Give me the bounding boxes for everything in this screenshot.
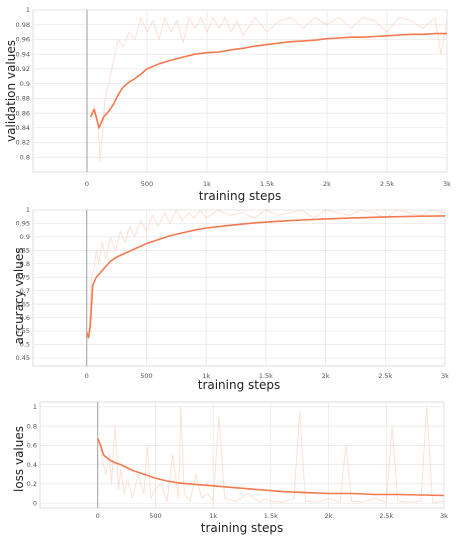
x-tick-label: 1k xyxy=(202,372,210,380)
x-tick-label: 500 xyxy=(140,372,152,380)
y-tick-label: 0.7 xyxy=(20,287,30,295)
y-tick-label: 0.82 xyxy=(16,139,30,147)
y-tick-label: 0.2 xyxy=(27,480,37,488)
raw-series-line xyxy=(90,16,448,162)
x-tick-label: 1.5k xyxy=(264,512,278,520)
x-tick-label: 2k xyxy=(322,372,330,380)
y-tick-label: 1 xyxy=(33,403,37,411)
x-tick-label: 2.5k xyxy=(380,180,394,188)
x-tick-label: 500 xyxy=(149,512,161,520)
x-axis-title: training steps xyxy=(198,378,281,392)
x-tick-label: 1k xyxy=(203,180,211,188)
y-tick-label: 0.94 xyxy=(16,50,30,58)
x-axis-title: training steps xyxy=(201,521,284,535)
y-tick-label: 0.6 xyxy=(20,314,30,322)
y-tick-label: 0.88 xyxy=(16,95,30,103)
y-tick-label: 0.9 xyxy=(20,80,30,88)
x-tick-label: 3k xyxy=(443,180,451,188)
chart-1: 0.8 0.82 0.84 0.86 0.88 0.9 0.92 0.94 0.96 0.98 1 0… xyxy=(4,6,451,203)
x-tick-label: 0 xyxy=(96,512,100,520)
y-tick-label: 0.98 xyxy=(16,21,30,29)
y-tick-label: 0.8 xyxy=(27,422,37,430)
plot-frame xyxy=(32,9,448,173)
x-tick-label: 2k xyxy=(325,512,333,520)
y-tick-label: 1 xyxy=(26,6,30,14)
y-tick-label: 0.6 xyxy=(27,442,37,450)
raw-series-line xyxy=(97,406,445,503)
x-tick-label: 1.5k xyxy=(259,372,273,380)
smoothed-series-line xyxy=(89,32,447,129)
smoothed-series-line xyxy=(85,215,446,339)
x-tick-label: 3k xyxy=(441,372,449,380)
smoothed-series-line xyxy=(96,438,445,497)
x-tick-label: 0 xyxy=(85,180,89,188)
y-tick-label: 0.45 xyxy=(16,354,30,362)
chart-2: 0.45 0.5 0.55 0.6 0.65 0.7 0.75 0.8 0.85 0.9 0.95 1… xyxy=(12,206,449,392)
y-tick-label: 0.85 xyxy=(16,247,30,255)
y-tick-label: 0 xyxy=(33,499,37,507)
x-tick-label: 0 xyxy=(85,372,89,380)
y-tick-label: 0.95 xyxy=(16,220,30,228)
x-axis-title: training steps xyxy=(199,189,282,203)
y-tick-label: 0.96 xyxy=(16,36,30,44)
x-tick-label: 500 xyxy=(141,180,153,188)
y-tick-label: 0.75 xyxy=(16,273,30,281)
y-tick-label: 0.8 xyxy=(20,260,30,268)
y-tick-label: 0.5 xyxy=(20,341,30,349)
y-tick-label: 1 xyxy=(26,206,30,214)
y-axis-title: accuracy values xyxy=(12,248,26,345)
y-tick-label: 0.55 xyxy=(16,327,30,335)
plot-frame xyxy=(32,209,446,367)
y-tick-label: 0.9 xyxy=(20,233,30,241)
x-tick-label: 2k xyxy=(323,180,331,188)
x-tick-label: 1.5k xyxy=(260,180,274,188)
plot-frame xyxy=(39,401,445,509)
chart-3: 0 0.2 0.4 0.6 0.8 1 0 500 1k 1.5k 2k 2.5k 3k training… xyxy=(12,401,448,535)
y-tick-label: 0.8 xyxy=(20,153,30,161)
x-tick-label: 2.5k xyxy=(378,372,392,380)
x-tick-label: 2.5k xyxy=(379,512,393,520)
y-tick-label: 0.86 xyxy=(16,109,30,117)
y-tick-label: 0.84 xyxy=(16,124,30,132)
y-axis-title: validation values xyxy=(4,40,18,142)
x-tick-label: 1k xyxy=(209,512,217,520)
y-tick-label: 0.65 xyxy=(16,300,30,308)
raw-series-line xyxy=(86,209,446,334)
y-tick-label: 0.4 xyxy=(27,461,37,469)
y-axis-title: loss values xyxy=(12,426,26,492)
y-tick-label: 0.92 xyxy=(16,65,30,73)
x-tick-label: 3k xyxy=(440,512,448,520)
